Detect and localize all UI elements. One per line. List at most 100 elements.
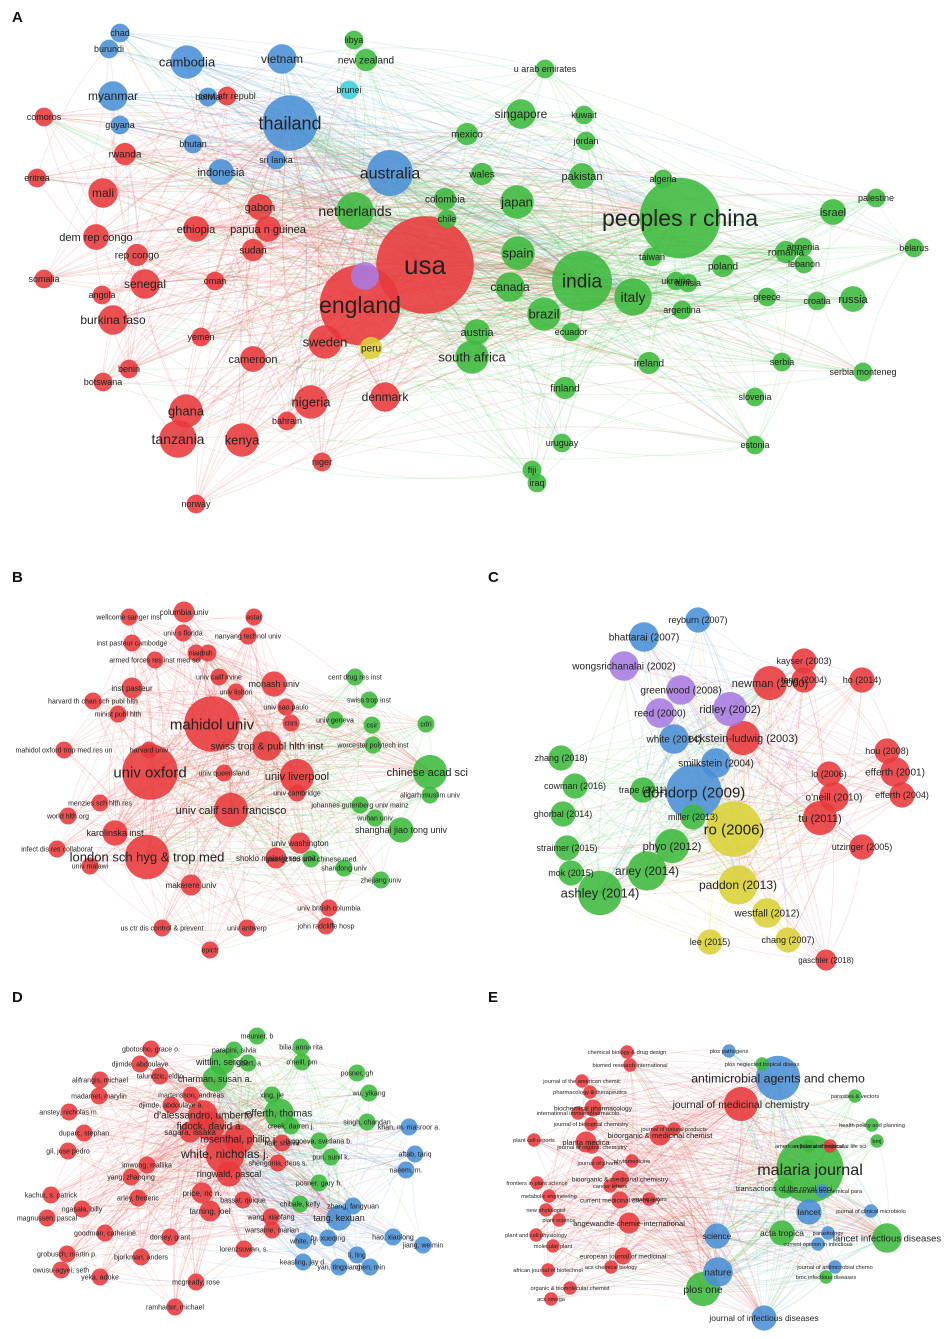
node-khan-m-masroor-a-[interactable] [400, 1118, 418, 1136]
node-journal-of-clinical-microbiolo[interactable] [864, 1204, 878, 1218]
node-inst-pasteur-cambodge[interactable] [123, 634, 141, 652]
node-sweden[interactable] [308, 325, 342, 359]
node-univ-lisbon[interactable] [227, 683, 245, 701]
node-molecular-and-biochemical-para[interactable] [815, 1184, 829, 1198]
node-chile[interactable] [437, 209, 457, 229]
node-serbia[interactable] [772, 352, 792, 372]
node-european-journal-of-medicinal[interactable] [614, 1247, 632, 1265]
node-brazil[interactable] [527, 297, 561, 331]
node-yemen[interactable] [191, 327, 211, 347]
node-bolivia[interactable] [198, 87, 218, 107]
node-biomed-research-international[interactable] [623, 1058, 637, 1072]
node-univ-calif-irvine[interactable] [210, 668, 228, 686]
node-johannes-gutenberg-univ-mainz[interactable] [351, 796, 369, 814]
node-algeria[interactable] [653, 169, 673, 189]
node-o-neill-pm[interactable] [293, 1053, 311, 1071]
node-dorsey-grant[interactable] [161, 1228, 179, 1246]
node-zhang-fangyuan[interactable] [344, 1197, 362, 1215]
node-ashley-2014-[interactable] [577, 870, 623, 916]
node-utzinger-2005-[interactable] [849, 834, 875, 860]
node-univ-malawi[interactable] [81, 857, 99, 875]
node-austria[interactable] [464, 319, 490, 345]
node-columbia-univ[interactable] [173, 601, 195, 623]
node-shandong-univ[interactable] [335, 859, 353, 877]
node-netherlands[interactable] [336, 192, 374, 230]
node-plos-pathogens[interactable] [722, 1044, 736, 1058]
node-miller-2013-[interactable] [680, 804, 706, 830]
node-tunisia[interactable] [678, 273, 698, 293]
node-chad[interactable] [110, 23, 130, 43]
node-rwanda[interactable] [113, 142, 137, 166]
node-somalia[interactable] [34, 269, 54, 289]
node-comoros[interactable] [34, 107, 54, 127]
node-acs-omega[interactable] [544, 1292, 558, 1306]
node-nanyang-technol-univ[interactable] [239, 627, 257, 645]
node-john-radcliffe-hosp[interactable] [317, 917, 335, 935]
node-poland[interactable] [711, 254, 735, 278]
node-fu-xueqing[interactable] [319, 1229, 337, 1247]
node-infect-dis-res-collaborat[interactable] [48, 840, 66, 858]
node-journal-of-infectious-diseases[interactable] [751, 1305, 777, 1331]
node-trape-2011-[interactable] [630, 777, 656, 803]
node-minist-publ-hlth[interactable] [109, 705, 127, 723]
node-dondorp-2009-[interactable] [666, 764, 722, 820]
node-creek-darren-j-[interactable] [282, 1117, 300, 1135]
node-journal-of-natural-products[interactable] [667, 1122, 681, 1136]
node-israel[interactable] [820, 199, 846, 225]
node-plant-and-cell-physiology[interactable] [529, 1228, 543, 1242]
node-sudan[interactable] [241, 238, 265, 262]
node-norway[interactable] [186, 494, 206, 514]
node-bmc-infectious-diseases[interactable] [819, 1270, 833, 1284]
node-cent-drug-res-inst[interactable] [346, 668, 364, 686]
node-gbotosho-grace-o-[interactable] [142, 1040, 160, 1058]
node-biochemical-pharmacology[interactable] [584, 1099, 602, 1117]
node-aligarh-muslim-univ[interactable] [421, 786, 439, 804]
node-indonesia[interactable] [208, 159, 234, 185]
node-wellcome-sanger-inst[interactable] [120, 608, 138, 626]
node-ramharter-michael[interactable] [166, 1298, 184, 1316]
node-rosenthal-philip-j-[interactable] [224, 1124, 254, 1154]
node-journal-of-pharm[interactable] [591, 1156, 605, 1170]
node-singh-chandan[interactable] [358, 1113, 376, 1131]
node-lancet[interactable] [796, 1199, 822, 1225]
node-price-ric-n-[interactable] [191, 1182, 213, 1204]
node-mali[interactable] [88, 178, 118, 208]
node-tang-kexuan[interactable] [326, 1205, 352, 1231]
node-plant-science[interactable] [552, 1213, 566, 1227]
node-posner-gh[interactable] [348, 1064, 366, 1082]
node-paddon-2013-[interactable] [718, 865, 758, 905]
node-ghorbal-2014-[interactable] [550, 801, 576, 827]
node-burundi[interactable] [99, 39, 119, 59]
node-armenia[interactable] [793, 237, 813, 257]
node-current-medicinal-chemistry[interactable] [611, 1191, 629, 1209]
node-zhang-2018-[interactable] [548, 745, 574, 771]
node-angewandte-chemie-international[interactable] [618, 1212, 640, 1234]
node-magnussen-pascal[interactable] [38, 1209, 56, 1227]
node-univ-liverpool[interactable] [279, 758, 315, 794]
node-univ-sao-paulo[interactable] [277, 698, 295, 716]
node-djimde-abdoulaye[interactable] [131, 1055, 149, 1073]
node-kuwait[interactable] [574, 105, 594, 125]
node-madamet-marylin[interactable] [90, 1087, 108, 1105]
node-south-africa[interactable] [455, 340, 489, 374]
node-guyana[interactable] [110, 115, 130, 135]
node-nih[interactable] [199, 644, 217, 662]
node-chang-2007-[interactable] [775, 927, 801, 953]
node-chinese-acad-sci[interactable] [412, 754, 448, 790]
node-world-hlth-org[interactable] [59, 807, 77, 825]
node-russia[interactable] [840, 286, 866, 312]
node-denmark[interactable] [370, 382, 400, 412]
node-sagara-issaka[interactable] [179, 1121, 201, 1143]
node-univ-oxford[interactable] [122, 744, 178, 800]
node-palestine[interactable] [866, 188, 886, 208]
node-dem-rep-congo[interactable] [83, 224, 109, 250]
node-tarning-joel[interactable] [199, 1200, 221, 1222]
node-bhutan[interactable] [183, 134, 203, 154]
node-phytomedicine[interactable] [625, 1154, 639, 1168]
node-jiang-weimin[interactable] [414, 1236, 432, 1254]
node-peoples-r-china[interactable] [639, 177, 721, 259]
node-peru[interactable] [359, 336, 383, 360]
node-slovenia[interactable] [745, 387, 765, 407]
node-univ-british-columbia[interactable] [320, 899, 338, 917]
node-journal-of-medicinal-chemistry[interactable] [723, 1086, 759, 1122]
